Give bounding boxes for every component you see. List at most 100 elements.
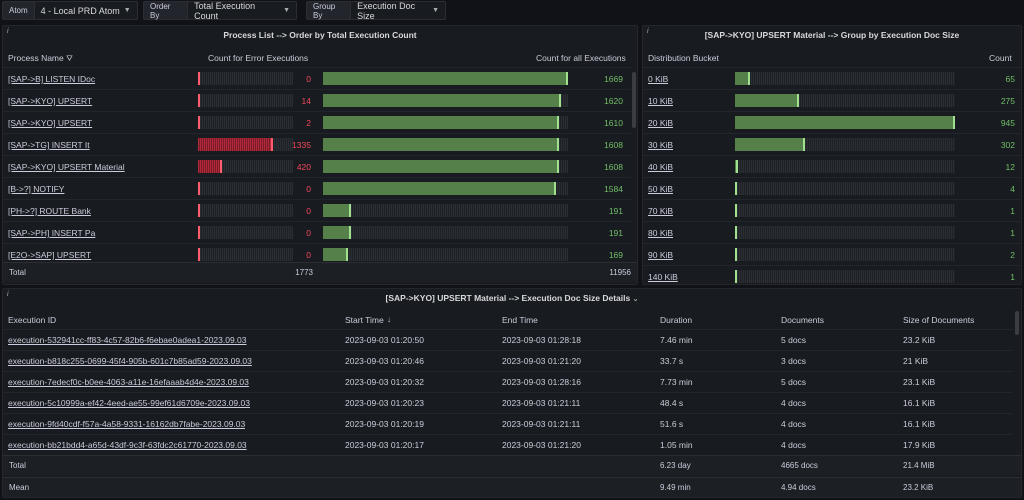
column-header-process-name[interactable]: Process Name ⛛ — [8, 53, 73, 63]
bucket-link[interactable]: 30 KiB — [648, 140, 674, 150]
end-time-cell: 2023-09-03 01:21:11 — [502, 398, 581, 408]
panel-title[interactable]: Process List --> Order by Total Executio… — [223, 30, 417, 40]
table-row: 30 KiB 302 — [643, 133, 1021, 155]
gauge-fill — [198, 248, 200, 261]
details-panel: i [SAP->KYO] UPSERT Material --> Executi… — [2, 288, 1022, 498]
order-by-label: Order By — [144, 2, 189, 20]
gauge-fill — [735, 204, 737, 217]
error-count-value: 0 — [306, 250, 311, 260]
total-label: Total — [9, 461, 26, 470]
table-row: 40 KiB 12 — [643, 155, 1021, 177]
column-header-size-of-documents[interactable]: Size of Documents — [903, 315, 975, 325]
all-count-gauge — [323, 248, 568, 261]
column-header-documents[interactable]: Documents — [781, 315, 824, 325]
start-time-cell: 2023-09-03 01:20:46 — [345, 356, 424, 366]
atom-variable[interactable]: Atom 4 - Local PRD Atom ▼ — [2, 1, 138, 20]
process-name-link[interactable]: [SAP->TG] INSERT It — [8, 140, 90, 150]
column-header-error-count[interactable]: Count for Error Executions — [208, 53, 309, 63]
process-name-link[interactable]: [SAP->B] LISTEN IDoc — [8, 74, 96, 84]
chevron-down-icon: ▼ — [432, 7, 439, 14]
process-name-link[interactable]: [PH->?] ROUTE Bank — [8, 206, 91, 216]
mean-duration: 9.49 min — [660, 483, 691, 492]
execution-id-link[interactable]: execution-7edecf0c-b0ee-4063-a11e-16efaa… — [8, 377, 249, 387]
panel-title[interactable]: [SAP->KYO] UPSERT Material --> Group by … — [704, 30, 960, 40]
bucket-link[interactable]: 50 KiB — [648, 184, 674, 194]
error-count-value: 0 — [306, 74, 311, 84]
all-count-value: 169 — [608, 250, 623, 260]
atom-label: Atom — [3, 2, 35, 19]
bucket-link[interactable]: 80 KiB — [648, 228, 674, 238]
total-label: Total — [9, 268, 26, 277]
column-header-all-count[interactable]: Count for all Executions — [536, 53, 626, 63]
execution-id-link[interactable]: execution-bb21bdd4-a65d-43df-9c3f-63fdc2… — [8, 440, 247, 450]
end-time-cell: 2023-09-03 01:28:18 — [502, 335, 581, 345]
gauge-fill — [323, 226, 351, 239]
table-row: [SAP->TG] INSERT It 1335 1608 — [3, 133, 631, 155]
all-count-gauge — [323, 72, 568, 85]
details-mean-row: Mean 9.49 min 4.94 docs 23.2 KiB — [3, 477, 1021, 497]
info-icon[interactable]: i — [7, 291, 9, 298]
chevron-down-icon[interactable]: ⌄ — [632, 296, 639, 303]
error-count-gauge — [198, 204, 293, 217]
bucket-link[interactable]: 0 KiB — [648, 74, 669, 84]
bucket-link[interactable]: 70 KiB — [648, 206, 674, 216]
scrollbar[interactable] — [632, 72, 636, 128]
table-row: 90 KiB 2 — [643, 243, 1021, 265]
table-row: 20 KiB 945 — [643, 111, 1021, 133]
sort-descending-icon[interactable]: ↓ — [387, 315, 391, 324]
bucket-link[interactable]: 140 KiB — [648, 272, 678, 282]
process-name-link[interactable]: [SAP->KYO] UPSERT — [8, 96, 93, 106]
column-header-start-time[interactable]: Start Time — [345, 315, 384, 325]
process-name-link[interactable]: [SAP->KYO] UPSERT Material — [8, 162, 125, 172]
count-gauge — [735, 138, 955, 151]
gauge-fill — [735, 182, 737, 195]
end-time-cell: 2023-09-03 01:21:11 — [502, 419, 581, 429]
panel-title[interactable]: [SAP->KYO] UPSERT Material --> Execution… — [385, 293, 639, 303]
all-count-gauge — [323, 116, 568, 129]
info-icon[interactable]: i — [7, 28, 9, 35]
order-by-variable[interactable]: Order By Total Execution Count ▼ — [143, 0, 297, 21]
table-row: 80 KiB 1 — [643, 221, 1021, 243]
start-time-cell: 2023-09-03 01:20:23 — [345, 398, 424, 408]
execution-id-link[interactable]: execution-532941cc-ff83-4c57-82b6-f6ebae… — [8, 335, 247, 345]
gauge-fill — [323, 72, 568, 85]
process-name-link[interactable]: [SAP->PH] INSERT Pa — [8, 228, 96, 238]
group-by-variable[interactable]: Group By Execution Doc Size ▼ — [306, 0, 446, 21]
bucket-link[interactable]: 90 KiB — [648, 250, 674, 260]
group-by-value[interactable]: Execution Doc Size — [357, 0, 416, 21]
count-value: 65 — [1005, 74, 1015, 84]
column-header-end-time[interactable]: End Time — [502, 315, 538, 325]
execution-id-link[interactable]: execution-5c10999a-ef42-4eed-ae55-99ef61… — [8, 398, 250, 408]
table-row: [SAP->KYO] UPSERT 2 1610 — [3, 111, 631, 133]
scrollbar[interactable] — [1015, 311, 1019, 335]
count-value: 1 — [1010, 272, 1015, 282]
gauge-fill — [323, 94, 561, 107]
total-size: 21.4 MiB — [903, 461, 935, 470]
bucket-link[interactable]: 40 KiB — [648, 162, 674, 172]
error-count-gauge — [198, 72, 293, 85]
process-name-link[interactable]: [E2O->SAP] UPSERT — [8, 250, 92, 260]
info-icon[interactable]: i — [647, 28, 649, 35]
bucket-link[interactable]: 20 KiB — [648, 118, 674, 128]
atom-value[interactable]: 4 - Local PRD Atom — [40, 5, 120, 16]
table-row: [PH->?] ROUTE Bank 0 191 — [3, 199, 631, 221]
gauge-fill — [198, 160, 222, 173]
table-row: execution-9fd40cdf-f57a-4a58-9331-16162d… — [3, 413, 1013, 434]
column-header-duration[interactable]: Duration — [660, 315, 693, 325]
column-header-count[interactable]: Count — [989, 53, 1012, 63]
process-name-link[interactable]: [B->?] NOTIFY — [8, 184, 65, 194]
count-gauge — [735, 204, 955, 217]
process-name-link[interactable]: [SAP->KYO] UPSERT — [8, 118, 93, 128]
duration-cell: 48.4 s — [660, 398, 684, 408]
column-header-execution-id[interactable]: Execution ID — [8, 315, 57, 325]
gauge-fill — [735, 72, 751, 85]
order-by-value[interactable]: Total Execution Count — [194, 0, 256, 21]
filter-icon[interactable]: ⛛ — [66, 54, 73, 63]
all-count-gauge — [323, 94, 568, 107]
execution-id-link[interactable]: execution-9fd40cdf-f57a-4a58-9331-16162d… — [8, 419, 246, 429]
variables-bar: Atom 4 - Local PRD Atom ▼ Order By Total … — [0, 0, 1024, 22]
documents-cell: 4 docs — [781, 398, 807, 408]
execution-id-link[interactable]: execution-b818c255-0699-45f4-905b-601c7b… — [8, 356, 252, 366]
bucket-link[interactable]: 10 KiB — [648, 96, 674, 106]
column-header-bucket[interactable]: Distribution Bucket — [648, 53, 719, 63]
